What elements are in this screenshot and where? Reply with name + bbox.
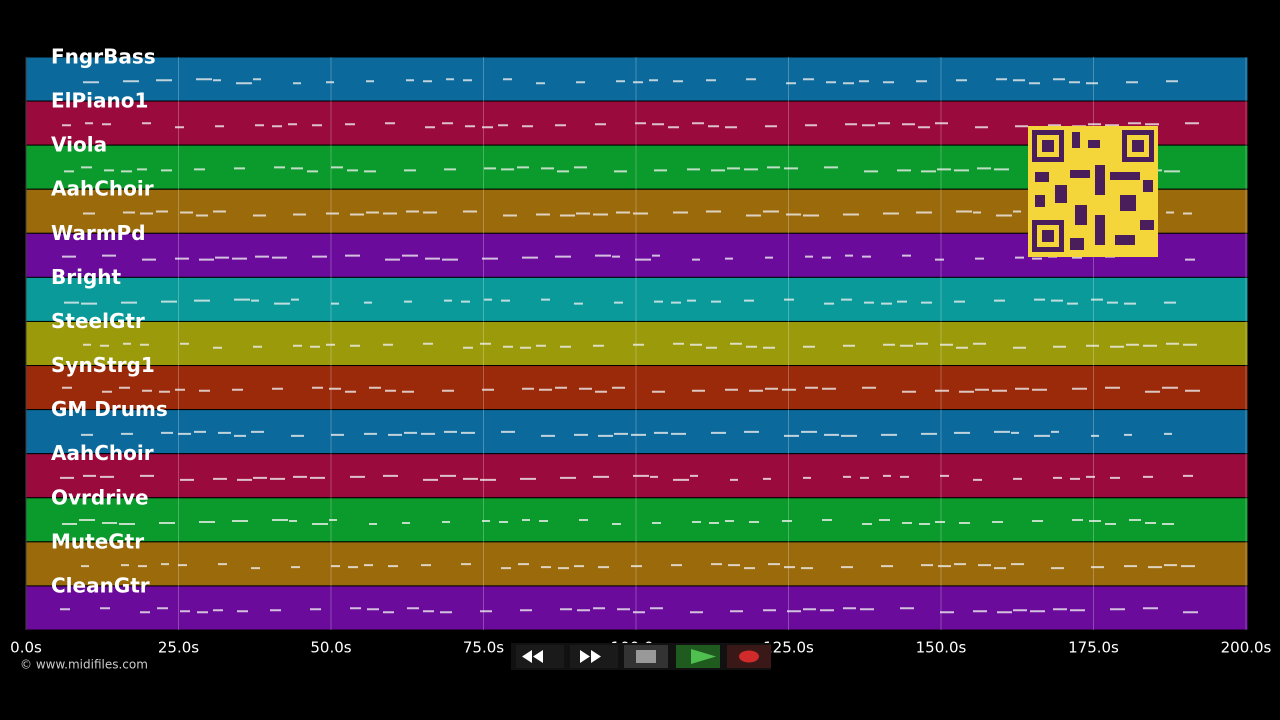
track-name: FngrBass (51, 45, 156, 69)
track-name: GM Drums (51, 397, 168, 421)
notes (64, 298, 1176, 305)
play-button[interactable] (676, 645, 720, 668)
notes (62, 122, 1199, 129)
notes (60, 607, 1198, 614)
fast-forward-button[interactable] (570, 645, 618, 668)
track-lane (25, 585, 1249, 631)
track-lane (25, 497, 1249, 543)
track-name: ElPiano1 (51, 89, 148, 113)
track-name: AahChoir (51, 441, 154, 465)
notes (83, 342, 1197, 349)
track-name: SteelGtr (51, 309, 145, 333)
notes (83, 78, 1178, 85)
notes (62, 519, 1174, 525)
track-lane (25, 320, 1249, 367)
notes (81, 563, 1195, 570)
time-tick-label: 25.0s (158, 639, 199, 657)
track-name: Ovrdrive (51, 485, 149, 509)
time-tick-label: 175.0s (1068, 639, 1119, 657)
time-tick-label: 150.0s (916, 639, 967, 657)
time-tick-label: 0.0s (10, 639, 42, 657)
track-lane (25, 365, 1249, 411)
notes (81, 430, 1172, 437)
track-lane (25, 541, 1249, 587)
track-name: AahChoir (51, 177, 154, 201)
copyright: © www.midifiles.com (20, 658, 148, 672)
track-name: CleanGtr (51, 573, 150, 597)
rewind-button[interactable] (516, 645, 564, 668)
time-tick-label: 50.0s (310, 639, 351, 657)
time-tick-label: 200.0s (1221, 639, 1272, 657)
transport-controls (511, 643, 771, 670)
track-lane (25, 409, 1249, 455)
track-name: Bright (51, 265, 122, 289)
track-name: MuteGtr (51, 529, 144, 553)
time-tick-label: 125.0s (763, 639, 814, 657)
notes (60, 474, 1193, 481)
track-name: WarmPd (51, 221, 146, 245)
track-name: SynStrg1 (51, 353, 155, 377)
stop-button[interactable] (624, 645, 668, 668)
qr-code (1028, 126, 1158, 257)
lanes (25, 56, 1249, 631)
record-button[interactable] (727, 645, 771, 668)
track-lane (25, 276, 1249, 322)
labels: FngrBass ElPiano1 Viola AahChoir WarmPd Brigh… (51, 45, 168, 598)
track-lane (25, 56, 1249, 102)
time-tick-label: 75.0s (463, 639, 504, 657)
notes (62, 386, 1200, 393)
track-name: Viola (51, 133, 107, 157)
